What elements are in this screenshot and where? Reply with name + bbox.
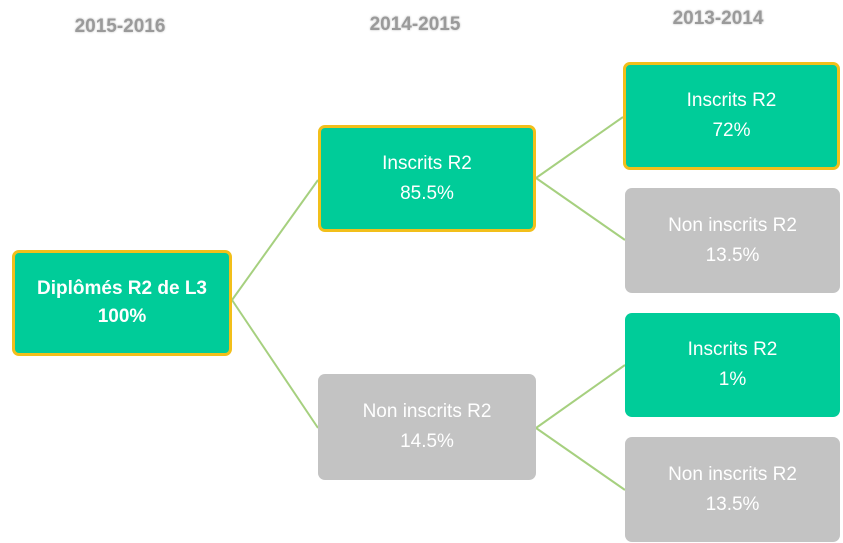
connector [231, 179, 319, 301]
tree-node: Non inscrits R2 13.5% [625, 437, 840, 542]
tree-node: Inscrits R2 72% [623, 62, 840, 170]
connector [535, 427, 626, 491]
connector [535, 116, 624, 179]
connector [231, 299, 319, 429]
tree-node: Diplômés R2 de L3 100% [12, 250, 232, 356]
tree-node: Inscrits R2 1% [625, 313, 840, 417]
node-label: Inscrits R2 [687, 339, 778, 360]
node-label: Inscrits R2 [382, 152, 472, 174]
connector [535, 177, 626, 241]
year-header: 2014-2015 [369, 14, 461, 35]
node-label: Diplômés R2 de L3 [37, 278, 207, 299]
node-value: 13.5% [705, 493, 760, 515]
year-header: 2015-2016 [74, 16, 166, 37]
tree-node: Inscrits R2 85.5% [318, 125, 536, 232]
node-value: 100% [97, 306, 147, 327]
tree-node: Non inscrits R2 14.5% [318, 374, 536, 480]
connector [535, 364, 626, 429]
node-label: Inscrits R2 [686, 90, 777, 111]
node-value: 1% [718, 369, 747, 390]
node-value: 13.5% [705, 244, 760, 266]
node-value: 72% [712, 120, 751, 141]
node-label: Non inscrits R2 [362, 401, 492, 422]
year-header: 2013-2014 [672, 8, 764, 29]
tree-node: Non inscrits R2 13.5% [625, 188, 840, 293]
node-value: 14.5% [400, 431, 454, 452]
node-label: Non inscrits R2 [668, 463, 797, 485]
node-value: 85.5% [400, 182, 454, 204]
node-label: Non inscrits R2 [668, 214, 797, 236]
